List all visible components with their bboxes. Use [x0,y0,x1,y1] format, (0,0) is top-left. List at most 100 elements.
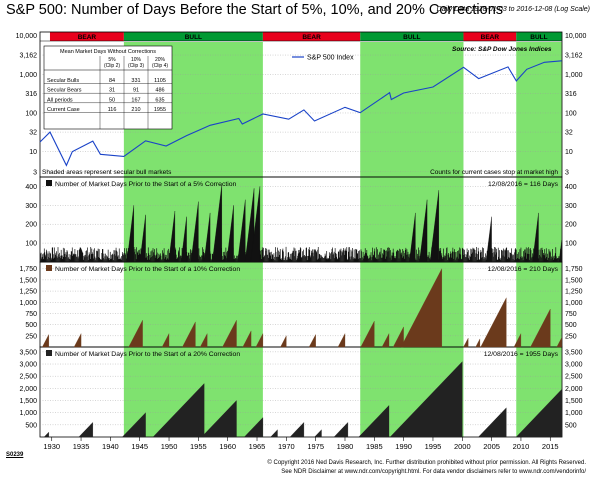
stats-table-header: 10% [131,57,142,63]
y-tick-label-left: 250 [25,333,37,340]
ramp-p20 [121,412,146,438]
y-tick-label-left: 1,500 [19,398,37,405]
y-tick-label-right: 200 [565,222,577,229]
y-tick-label-left: 3,500 [19,349,37,356]
x-tick-label: 1990 [395,442,412,451]
ramp-p5 [139,214,146,263]
ramp-p10 [182,321,196,348]
y-tick-label-right: 1,500 [565,277,583,284]
y-tick-label-left: 2,000 [19,386,37,393]
ramp-p5 [126,205,134,263]
ramp-p10 [381,333,390,348]
sp500-line [39,60,562,167]
ramp-p20 [289,422,305,438]
legend-swatch-p20 [46,350,52,356]
x-tick-label: 2010 [513,442,530,451]
legend-swatch-p5 [46,180,52,186]
bull-shade-top [360,42,464,177]
ramp-p5 [203,212,211,263]
stats-table-cell: 50 [109,97,115,103]
ramp-p10 [42,334,49,348]
current-value-p5: 12/08/2016 = 116 Days [488,181,559,188]
regime-band [49,32,124,41]
ramp-p5 [168,210,176,263]
ramp-p10 [308,334,316,348]
chart-code: S0239 [6,452,24,458]
ramp-p5 [409,212,416,263]
ramp-p10 [222,320,237,348]
y-tick-label-left: 3,000 [19,362,37,369]
ramp-p10 [480,297,507,348]
y-tick-label-left: 750 [25,311,37,318]
ramp-p20 [389,361,463,438]
y-tick-label-right: 2,500 [565,374,583,381]
stats-table-row-label: All periods [47,97,73,103]
regime-band [516,32,562,41]
regime-band [463,32,517,41]
panel-frame-p10 [39,261,563,348]
ramp-p20 [478,407,507,438]
ramp-p20 [243,417,264,438]
source-label: Source: S&P Dow Jones Indices [452,46,552,53]
stats-table-cell: 331 [131,78,140,84]
y-tick-label-right: 3 [565,169,569,176]
y-tick-label-left: 1,000 [19,72,37,79]
ramp-p10 [128,320,143,348]
ramp-p5 [485,216,492,263]
y-tick-label-left: 2,500 [19,374,37,381]
panel-frame-p20 [39,346,563,438]
stats-table-row-label: Current Case [47,107,80,113]
y-tick-label-left: 10,000 [16,33,38,40]
x-tick-label: 1995 [425,442,442,451]
regime-label: BULL [185,34,202,41]
x-tick-label: 1975 [307,442,324,451]
ramp-p5 [532,212,539,263]
ramp-p5 [212,184,222,263]
regime-band [360,32,464,41]
ramp-p20 [270,429,278,438]
ramp-p5 [237,199,246,263]
y-tick-label-right: 400 [565,184,577,191]
y-tick-label-right: 2,000 [565,386,583,393]
ramp-p10 [513,333,522,348]
y-tick-label-right: 1,000 [565,410,583,417]
regime-label: BULL [530,34,547,41]
stats-table-cell: 84 [109,78,115,84]
x-tick-label: 2000 [454,442,471,451]
stats-table-header: (Clip 4) [152,63,168,69]
regime-label: BULL [403,34,420,41]
stats-table-cell: 210 [131,107,140,113]
y-tick-label-right: 100 [565,110,577,117]
y-tick-label-right: 1,500 [565,398,583,405]
ramp-p10 [255,333,264,348]
stats-table-cell: 167 [131,97,140,103]
y-tick-label-right: 1,250 [565,289,583,296]
y-tick-label-left: 316 [25,91,37,98]
y-tick-label-left: 300 [25,203,37,210]
x-tick-label: 1930 [43,442,60,451]
stats-table-row-label: Secular Bulls [47,78,79,84]
current-value-p20: 12/08/2016 = 1955 Days [484,351,559,358]
stats-table-cell: 116 [108,107,117,113]
stats-table-cell: 91 [133,88,139,94]
ramp-p20 [43,431,49,438]
y-tick-label-left: 100 [25,241,37,248]
y-tick-label-right: 100 [565,241,577,248]
current-value-p10: 12/08/2016 = 210 Days [488,266,559,273]
y-tick-label-right: 250 [565,333,577,340]
footer-disclaimer: See NDR Disclaimer at www.ndr.com/copyri… [281,469,586,475]
x-tick-label: 1950 [161,442,178,451]
ramp-p10 [242,330,252,348]
y-tick-label-right: 1,000 [565,72,583,79]
y-tick-label-left: 10 [29,149,37,156]
ramp-p20 [78,422,93,438]
y-tick-label-right: 3,500 [565,349,583,356]
x-tick-label: 2005 [483,442,500,451]
y-tick-label-right: 750 [565,311,577,318]
ramp-p5 [190,201,199,263]
stats-table-header: 20% [155,57,166,63]
stats-table-header: (Clip 2) [104,63,120,69]
ramp-p10 [463,338,469,348]
sp500-legend-label: S&P 500 Index [307,55,354,62]
